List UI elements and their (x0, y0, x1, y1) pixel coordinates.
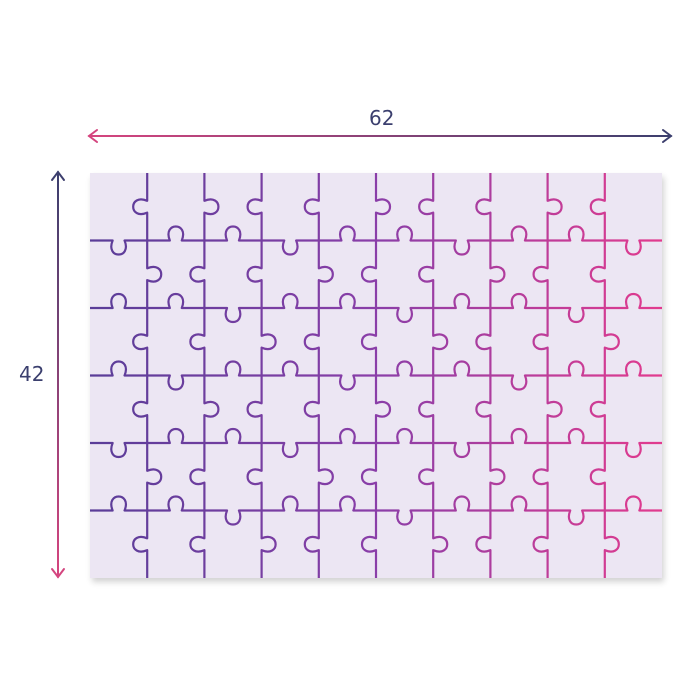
vertical-cut-line (189, 173, 220, 578)
vertical-cut-line (246, 173, 277, 578)
vertical-cut-line (532, 173, 563, 578)
vertical-cut-line (361, 173, 391, 578)
vertical-cut-line (418, 173, 449, 578)
vertical-cut-line (132, 173, 163, 578)
vertical-cut-line (475, 173, 506, 578)
puzzle-cut-lines (90, 173, 662, 578)
width-arrow (87, 129, 673, 143)
height-label: 42 (19, 362, 45, 386)
vertical-cut-line (589, 173, 620, 578)
vertical-cut-line (303, 173, 334, 578)
width-label: 62 (369, 106, 395, 130)
height-arrow (51, 170, 65, 579)
